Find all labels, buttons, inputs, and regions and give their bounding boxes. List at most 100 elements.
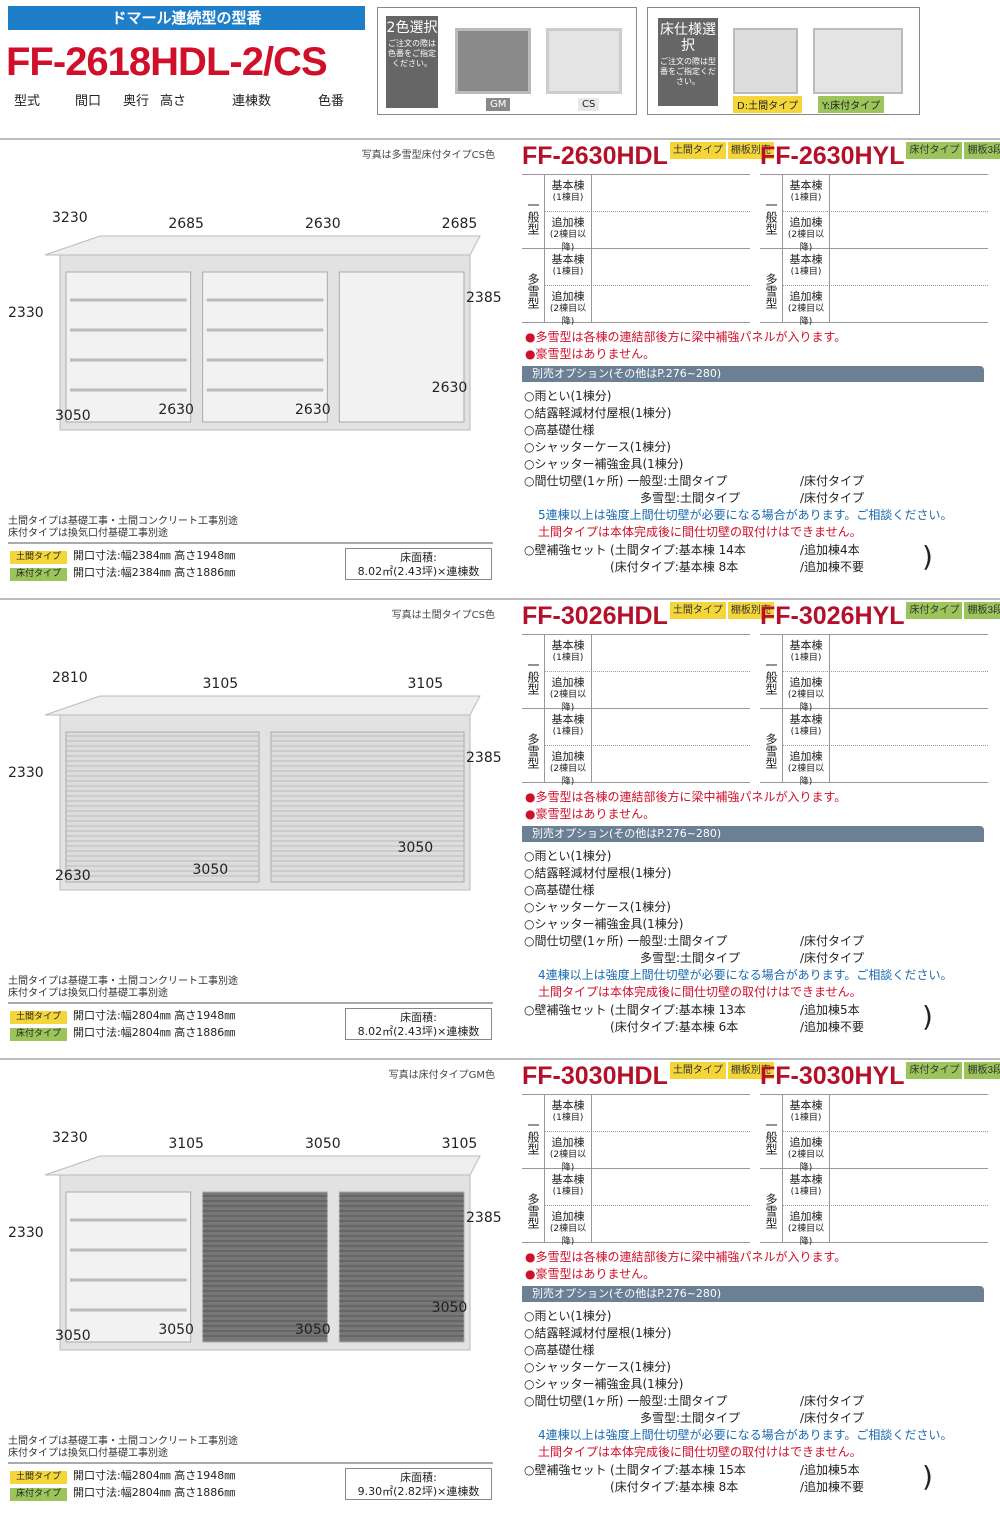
price-row: 基本棟 (1棟目) bbox=[782, 635, 988, 672]
yuka-option[interactable]: Y:床付タイプ bbox=[818, 96, 885, 113]
price-row: 追加棟 (2棟目以降) bbox=[544, 1132, 750, 1173]
price-row: 基本棟 (1棟目) bbox=[544, 1095, 750, 1132]
partition-general-yuka: /床付タイプ bbox=[800, 474, 865, 488]
type-tag: 床付タイプ bbox=[906, 602, 963, 619]
wall-yuka-label: 床付タイプ:基本棟 bbox=[614, 1020, 715, 1034]
badge-yuka: 床付タイプ bbox=[10, 1028, 68, 1041]
dimension-bottom: 3050 bbox=[431, 1300, 468, 1316]
dimension-bottom: 3050 bbox=[295, 1322, 331, 1338]
row-label-sub: (1棟目) bbox=[552, 1187, 584, 1197]
price-table-d: 一般型 基本棟 (1棟目) 追加棟 (2棟目以降) 多雪型 基本棟 (1棟目) 追加棟 (2棟目以… bbox=[522, 174, 750, 327]
row-label-main: 追加棟 bbox=[551, 1210, 585, 1223]
dimension-bottom: 2630 bbox=[55, 868, 91, 884]
partition-snow-yuka: /床付タイプ bbox=[800, 1411, 865, 1425]
badge-doma: 土間タイプ bbox=[10, 1011, 68, 1024]
row-label-main: 基本棟 bbox=[551, 713, 585, 726]
price-row: 基本棟 (1棟目) bbox=[544, 709, 750, 746]
opening-yuka-text: 開口寸法:幅2804㎜ 高さ1886㎜ bbox=[73, 1486, 236, 1499]
row-label-sub: (2棟目以降) bbox=[787, 764, 825, 787]
caption-units: 連棟数 bbox=[232, 94, 272, 109]
wall-doma-add: /追加棟5本 bbox=[800, 1463, 860, 1477]
option-item: ○雨とい(1棟分) bbox=[524, 1309, 612, 1323]
group-label: 多雪型 bbox=[526, 733, 540, 769]
row-label: 追加棟 (2棟目以降) bbox=[782, 1206, 830, 1247]
price-group: 多雪型 基本棟 (1棟目) 追加棟 (2棟目以降) bbox=[522, 1169, 750, 1247]
opening-yuka: 床付タイプ 開口寸法:幅2804㎜ 高さ1886㎜ bbox=[10, 1485, 235, 1501]
price-row: 追加棟 (2棟目以降) bbox=[782, 1132, 988, 1173]
row-label: 基本棟 (1棟目) bbox=[782, 1095, 830, 1132]
price-table-y: 一般型 基本棟 (1棟目) 追加棟 (2棟目以降) 多雪型 基本棟 (1棟目) 追加棟 (2棟目以… bbox=[760, 634, 988, 787]
row-label: 追加棟 (2棟目以降) bbox=[544, 286, 592, 327]
price-row: 追加棟 (2棟目以降) bbox=[544, 1206, 750, 1247]
price-row: 追加棟 (2棟目以降) bbox=[782, 1206, 988, 1247]
gm-option[interactable]: GM bbox=[486, 98, 511, 111]
row-label-sub: (2棟目以降) bbox=[787, 690, 825, 713]
model-name: FF-3026HYL bbox=[760, 602, 905, 630]
wall-set-label: ○壁補強セット bbox=[524, 1003, 607, 1017]
model-name: FF-3030HYL bbox=[760, 1062, 905, 1090]
group-label: 多雪型 bbox=[764, 733, 778, 769]
left-note: 床付タイプは換気口付基礎工事別途 bbox=[8, 1448, 168, 1459]
price-row: 基本棟 (1棟目) bbox=[544, 635, 750, 672]
price-row: 基本棟 (1棟目) bbox=[544, 175, 750, 212]
row-label-sub: (2棟目以降) bbox=[549, 764, 587, 787]
red-note-heavy-snow: ●豪雪型はありません。 bbox=[525, 1267, 656, 1281]
wall-yuka-add: /追加棟不要 bbox=[800, 1020, 865, 1034]
caption-color: 色番 bbox=[318, 94, 345, 109]
row-label-sub: (2棟目以降) bbox=[787, 1224, 825, 1247]
red-partition-note: 土間タイプは本体完成後に間仕切壁の取付けはできません。 bbox=[538, 525, 862, 539]
price-group: 一般型 基本棟 (1棟目) 追加棟 (2棟目以降) bbox=[522, 175, 750, 253]
red-note-snow: ●多雪型は各棟の連結部後方に梁中補強パネルが入ります。 bbox=[525, 790, 847, 804]
row-label-sub: (1棟目) bbox=[552, 653, 584, 663]
shelf-tag: 棚板3段付 bbox=[964, 142, 1000, 159]
series-banner: ドマール連続型の型番 bbox=[8, 6, 365, 30]
row-label-main: 基本棟 bbox=[551, 1099, 585, 1112]
blue-note: 5連棟以上は強度上間仕切壁が必要になる場合があります。ご相談ください。 bbox=[538, 508, 953, 522]
row-label-main: 基本棟 bbox=[551, 639, 585, 652]
row-label-sub: (1棟目) bbox=[790, 653, 822, 663]
cs-option[interactable]: CS bbox=[578, 98, 600, 111]
red-note-heavy-snow: ●豪雪型はありません。 bbox=[525, 807, 656, 821]
wall-yuka-count: 8本 bbox=[718, 1480, 739, 1494]
dimension-bottom: 3050 bbox=[55, 1328, 91, 1344]
partition-snow: 多雪型:土間タイプ bbox=[640, 1411, 741, 1425]
opening-doma-text: 開口寸法:幅2804㎜ 高さ1948㎜ bbox=[73, 1009, 236, 1022]
shed-bay bbox=[65, 271, 192, 423]
group-label: 一般型 bbox=[764, 659, 778, 695]
left-note: 床付タイプは換気口付基礎工事別途 bbox=[8, 528, 168, 539]
option-item: ○シャッターケース(1棟分) bbox=[524, 440, 671, 454]
row-label-main: 基本棟 bbox=[789, 253, 823, 266]
model-title-y: FF-3030HYL床付タイプ棚板3段付 bbox=[760, 1062, 1000, 1091]
bracket: ) bbox=[922, 1460, 933, 1493]
row-label-main: 基本棟 bbox=[789, 713, 823, 726]
gm-shed-image bbox=[455, 28, 531, 94]
row-label: 追加棟 (2棟目以降) bbox=[782, 212, 830, 253]
cs-shed-image bbox=[546, 28, 622, 94]
price-group: 多雪型 基本棟 (1棟目) 追加棟 (2棟目以降) bbox=[522, 709, 750, 787]
wall-yuka: (床付タイプ:基本棟 8本 bbox=[610, 1480, 739, 1494]
price-row: 基本棟 (1棟目) bbox=[782, 175, 988, 212]
row-label-main: 基本棟 bbox=[551, 179, 585, 192]
wall-yuka: (床付タイプ:基本棟 6本 bbox=[610, 1020, 739, 1034]
wall-doma-count: 14本 bbox=[718, 543, 746, 557]
floor-area-box: 床面積: 9.30㎡(2.82坪)×連棟数 bbox=[345, 1468, 492, 1500]
dimension-height-right: 2385 bbox=[466, 750, 502, 766]
badge-doma: 土間タイプ bbox=[10, 1471, 68, 1484]
floor-area-box: 床面積: 8.02㎡(2.43坪)×連棟数 bbox=[345, 1008, 492, 1040]
price-group: 多雪型 基本棟 (1棟目) 追加棟 (2棟目以降) bbox=[522, 249, 750, 327]
caption-height: 高さ bbox=[160, 94, 187, 109]
model-title-d: FF-3026HDL 土間タイプ 棚板別売 bbox=[522, 602, 774, 631]
photo-note: 写真は床付タイプGM色 bbox=[388, 1070, 495, 1081]
red-note-heavy-snow: ●豪雪型はありません。 bbox=[525, 347, 656, 361]
price-row: 追加棟 (2棟目以降) bbox=[544, 672, 750, 713]
caption-depth: 奥行 bbox=[123, 94, 150, 109]
model-name: FF-2630HYL bbox=[760, 142, 905, 170]
partition-snow-yuka: /床付タイプ bbox=[800, 951, 865, 965]
price-table-y: 一般型 基本棟 (1棟目) 追加棟 (2棟目以降) 多雪型 基本棟 (1棟目) 追加棟 (2棟目以… bbox=[760, 1094, 988, 1247]
row-label-sub: (2棟目以降) bbox=[787, 1150, 825, 1173]
color-select-head: 2色選択 ご注文の際は色番をご指定ください。 bbox=[386, 16, 438, 108]
dimension-top: 3050 bbox=[305, 1136, 341, 1152]
group-label: 一般型 bbox=[764, 199, 778, 235]
color-select-box: 2色選択 ご注文の際は色番をご指定ください。 GM CS bbox=[377, 7, 637, 115]
doma-option[interactable]: D:土間タイプ bbox=[733, 96, 803, 113]
